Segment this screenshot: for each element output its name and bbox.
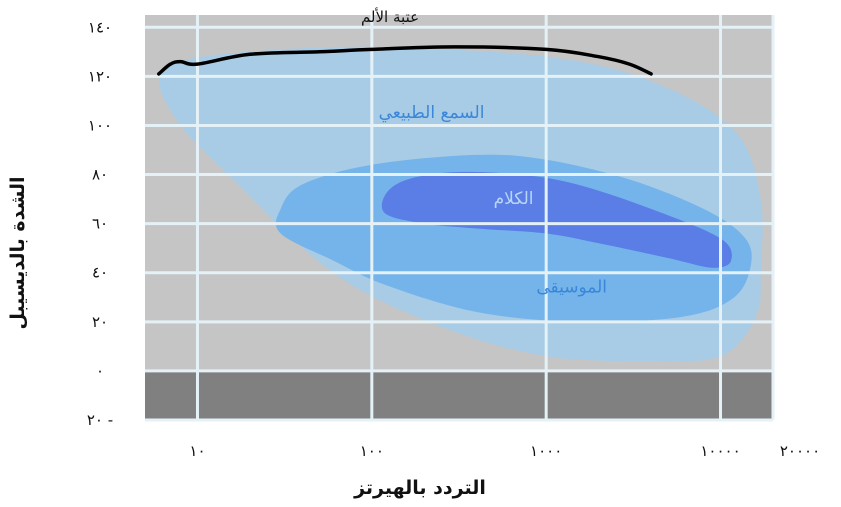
region-labels: السمع الطبيعي الموسيقى الكلام <box>379 103 607 297</box>
x-tick-label: ١٠٠٠٠ <box>700 442 740 460</box>
below-zero-band <box>145 370 773 420</box>
x-axis-ticks: ١٠ ١٠٠ ١٠٠٠ ١٠٠٠٠ ٢٠٠٠٠ <box>189 442 820 460</box>
y-tick-label: ٤٠ <box>92 264 108 282</box>
region-label-hearing: السمع الطبيعي <box>379 103 485 123</box>
region-speech <box>381 171 732 268</box>
y-tick-label: ١٢٠ <box>88 67 112 85</box>
region-label-speech: الكلام <box>494 189 534 209</box>
x-tick-label: ١٠٠ <box>360 442 384 460</box>
y-tick-label: ٢٠ <box>92 313 108 331</box>
x-axis-title: التردد بالهيرتز <box>353 477 486 499</box>
series: عتبة الألم <box>157 7 653 76</box>
y-axis-title: الشدة بالديسيبل <box>7 176 29 329</box>
x-tick-label: ١٠٠٠ <box>530 442 562 460</box>
y-tick-label: ٦٠ <box>92 215 108 233</box>
y-tick-label: ٢٠ - <box>87 411 113 429</box>
grid <box>145 15 775 422</box>
y-tick-label: ١٤٠ <box>88 18 112 36</box>
pain-threshold-line <box>157 45 653 76</box>
y-axis-ticks: ١٤٠ ١٢٠ ١٠٠ ٨٠ ٦٠ ٤٠ ٢٠ ٠ ٢٠ - <box>87 18 113 429</box>
x-tick-label: ١٠ <box>189 442 205 460</box>
y-tick-label: ١٠٠ <box>88 116 112 134</box>
y-tick-label: ٠ <box>96 362 104 380</box>
x-tick-label: ٢٠٠٠٠ <box>780 442 820 460</box>
y-tick-label: ٨٠ <box>92 166 108 184</box>
pain-threshold-label: عتبة الألم <box>361 7 419 26</box>
region-label-music: الموسيقى <box>536 277 607 297</box>
